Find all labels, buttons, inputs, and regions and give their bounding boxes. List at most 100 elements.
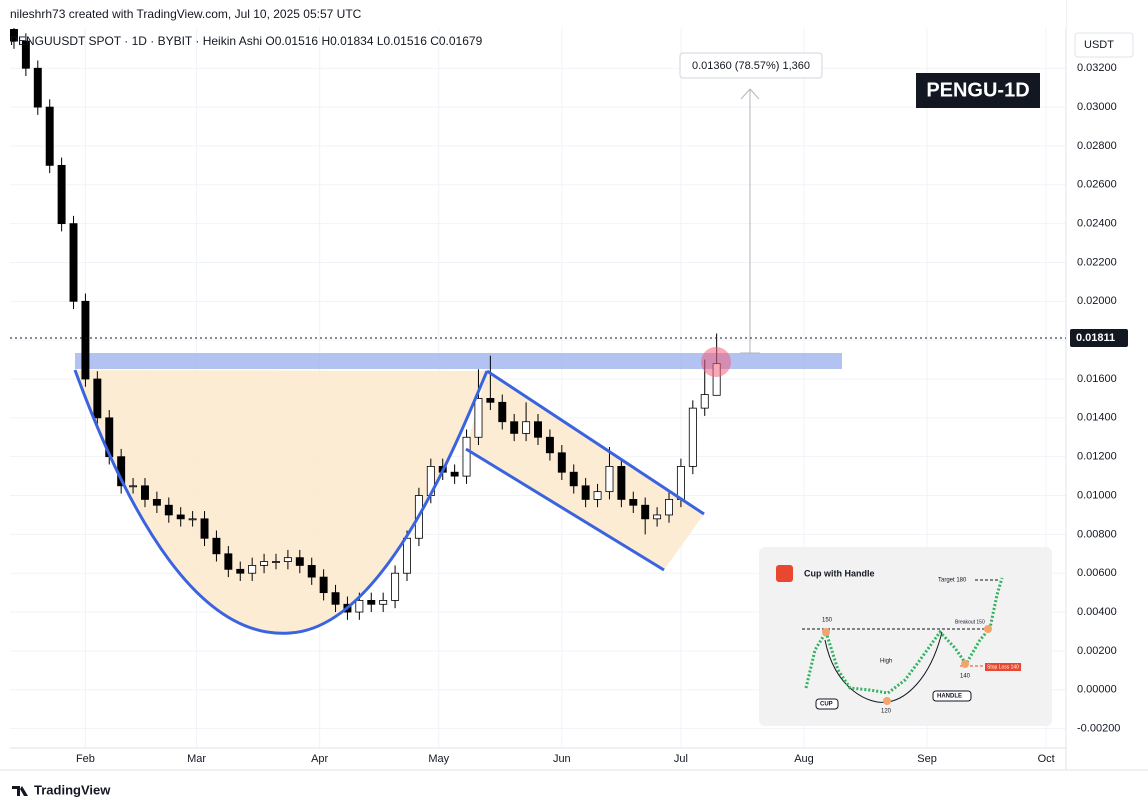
y-tick-label: 0.00600 [1077,567,1117,579]
x-tick-label: May [428,753,449,765]
inset-dot [822,628,830,636]
y-tick-label: 0.01400 [1077,412,1117,424]
candle-body [629,499,638,506]
candle-body [534,421,542,438]
candle-body [152,499,161,506]
candle-body [33,67,42,108]
currency[interactable]: USDT [1084,39,1114,51]
handle-fill [466,371,704,570]
inset-high: High [880,659,892,665]
candle-body [200,518,209,539]
y-tick-label: 0.00400 [1077,606,1117,618]
candle-body [164,504,173,516]
candle-body [379,600,388,605]
candle-body [391,572,400,601]
candle-body [593,491,602,500]
inset-candles [804,577,1004,695]
last-price-label: 0.01811 [1076,332,1115,344]
candle-body [331,592,340,605]
y-tick-label: 0.02400 [1077,218,1117,230]
resistance-zone [75,353,842,369]
x-tick-label: Jun [553,753,571,765]
y-tick-label: 0.02200 [1077,256,1117,268]
candles [9,17,721,620]
inset-left-rim: 150 [822,618,833,624]
inset: Cup with Handle Target 180 Breakout 150 … [759,547,1052,726]
channel-upper [486,369,705,516]
candle-body [141,485,149,500]
x-tick-label: Mar [187,753,206,765]
inset-title: Cup with Handle [804,568,875,578]
inset-icon [776,565,793,582]
logo [12,786,28,796]
y-tick-label: -0.00200 [1077,722,1120,734]
inset-dot [984,625,992,633]
header: nileshrh73 created with TradingView.com,… [10,7,362,21]
annotation-box [679,52,823,79]
arrow-head [740,88,760,100]
x-tick-label: Sep [917,753,937,765]
candle-body [212,537,221,555]
y-tick-label: 0.00000 [1077,684,1117,696]
candle-body [224,553,233,570]
candle-body [93,378,102,419]
inset-cup-label: CUP [820,702,833,708]
footer: TradingView [34,782,111,797]
inset-dot [883,697,891,705]
candle-body [319,576,328,594]
candle-body [700,394,709,409]
candle-body [367,600,376,605]
currency-box[interactable] [1074,32,1134,58]
breakout-marker [701,347,731,377]
inset-handle-label: HANDLE [937,694,962,700]
y-tick-label: 0.00800 [1077,528,1117,540]
candle-body [248,565,257,574]
candle-body [522,421,531,434]
badge-box [916,73,1040,108]
y-tick-label: 0.01600 [1077,373,1117,385]
inset-box [759,547,1052,726]
inset-stop-box [985,663,1021,671]
candle-body [486,398,495,403]
price-axis [1066,0,1148,808]
last-price-box [1070,329,1128,348]
candle-body [9,29,18,42]
x-tick-label: Oct [1038,753,1055,765]
candle-body [129,485,138,488]
candle-body [510,421,519,434]
badge: PENGU-1D [926,79,1029,101]
inset-dot [961,660,969,668]
inset-breakout: Breakout 150 [955,619,985,625]
candle-body [176,514,185,520]
candle-body [21,40,30,69]
inset-stop: Stop Loss 140 [987,664,1019,670]
y-tick-label: 0.00200 [1077,645,1117,657]
candle-body [474,398,483,438]
channel-lower [465,447,665,572]
candle-body [676,465,685,500]
annotation: 0.01360 (78.57%) 1,360 [692,60,810,72]
inset-target: Target 180 [938,578,967,584]
x-tick-label: Feb [76,753,95,765]
y-tick-label: 0.02000 [1077,295,1117,307]
y-tick-label: 0.01200 [1077,451,1117,463]
candle-body [272,561,280,563]
candle-body [403,537,411,574]
symbol-info: PENGUUSDT SPOT · 1D · BYBIT · Heikin Ash… [10,34,483,48]
header-bar [0,0,1066,28]
candle-body [355,600,364,613]
candle-body [450,471,459,477]
candle-body [665,499,673,516]
candle-body [617,465,626,500]
candle-body [45,106,54,166]
candle-body [498,401,507,423]
candle-body [236,568,245,574]
x-tick-label: Aug [794,753,814,765]
candle-body [260,561,269,566]
candle-body [688,407,697,467]
candle-body [557,452,566,473]
candle-body [581,485,590,500]
y-tick-label: 0.02800 [1077,140,1117,152]
candle-body [569,471,578,487]
candle-body [605,465,614,493]
